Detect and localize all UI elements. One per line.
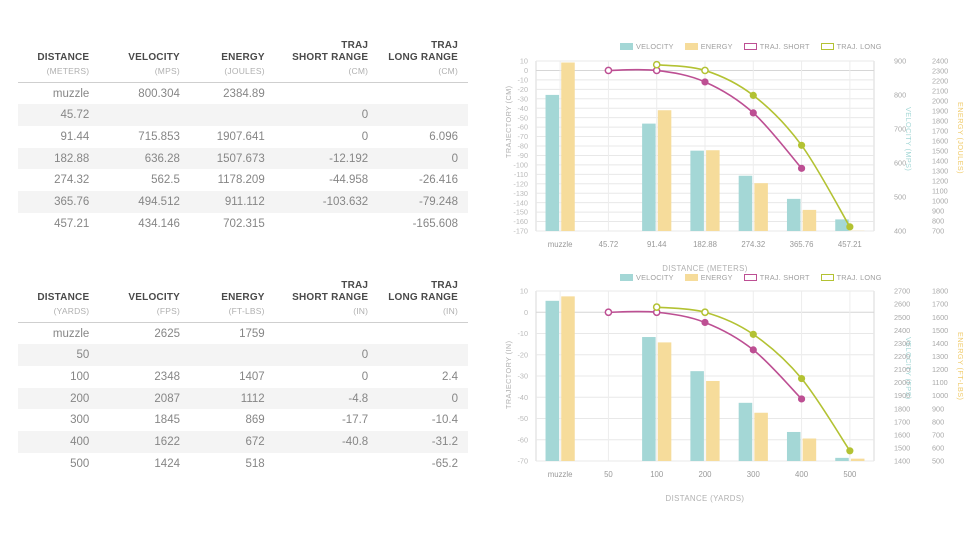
svg-text:1500: 1500	[932, 147, 948, 156]
svg-text:700: 700	[932, 430, 944, 439]
svg-text:1600: 1600	[932, 313, 948, 322]
svg-text:900: 900	[894, 57, 906, 66]
svg-text:1200: 1200	[932, 365, 948, 374]
svg-text:182.88: 182.88	[693, 240, 717, 249]
svg-text:-20: -20	[517, 85, 528, 94]
svg-text:45.72: 45.72	[599, 240, 619, 249]
svg-text:-150: -150	[513, 208, 528, 217]
svg-text:500: 500	[843, 470, 857, 479]
svg-text:-110: -110	[514, 170, 528, 179]
svg-text:-50: -50	[517, 414, 528, 423]
svg-text:2000: 2000	[894, 378, 910, 387]
svg-text:1700: 1700	[894, 417, 910, 426]
svg-text:700: 700	[932, 227, 944, 236]
svg-text:2200: 2200	[894, 352, 910, 361]
svg-text:600: 600	[932, 444, 944, 453]
svg-text:2500: 2500	[894, 313, 910, 322]
svg-text:800: 800	[894, 91, 906, 100]
svg-text:-40: -40	[517, 393, 528, 402]
svg-text:2400: 2400	[932, 57, 948, 66]
svg-text:2300: 2300	[894, 339, 910, 348]
svg-text:1100: 1100	[932, 187, 948, 196]
svg-text:10: 10	[520, 287, 528, 296]
svg-text:2200: 2200	[932, 77, 948, 86]
svg-text:-80: -80	[517, 142, 528, 151]
svg-text:1800: 1800	[932, 287, 948, 296]
svg-text:-160: -160	[513, 217, 528, 226]
svg-text:-10: -10	[517, 329, 528, 338]
svg-text:-70: -70	[517, 457, 528, 466]
svg-text:1000: 1000	[932, 391, 948, 400]
svg-text:2000: 2000	[932, 97, 948, 106]
svg-text:1900: 1900	[932, 107, 948, 116]
svg-text:1400: 1400	[932, 339, 948, 348]
svg-text:muzzle: muzzle	[548, 240, 573, 249]
svg-text:1300: 1300	[932, 352, 948, 361]
svg-text:0: 0	[524, 66, 528, 75]
svg-text:1500: 1500	[932, 326, 948, 335]
svg-text:1400: 1400	[894, 457, 910, 466]
svg-text:-90: -90	[517, 151, 528, 160]
svg-text:-50: -50	[517, 113, 528, 122]
svg-text:1800: 1800	[932, 117, 948, 126]
svg-text:400: 400	[894, 227, 906, 236]
svg-text:1200: 1200	[932, 177, 948, 186]
svg-text:91.44: 91.44	[647, 240, 667, 249]
svg-text:700: 700	[894, 125, 906, 134]
svg-text:-30: -30	[517, 372, 528, 381]
svg-text:1100: 1100	[932, 378, 948, 387]
svg-text:900: 900	[932, 404, 944, 413]
svg-text:457.21: 457.21	[838, 240, 862, 249]
svg-text:2300: 2300	[932, 67, 948, 76]
svg-text:2100: 2100	[894, 365, 910, 374]
svg-text:-40: -40	[517, 104, 528, 113]
svg-text:1000: 1000	[932, 197, 948, 206]
svg-text:-20: -20	[517, 350, 528, 359]
svg-text:-120: -120	[513, 179, 528, 188]
svg-text:1700: 1700	[932, 127, 948, 136]
svg-text:-60: -60	[517, 435, 528, 444]
svg-text:500: 500	[894, 193, 906, 202]
svg-text:365.76: 365.76	[790, 240, 814, 249]
svg-text:500: 500	[932, 457, 944, 466]
svg-text:2400: 2400	[894, 326, 910, 335]
svg-text:-140: -140	[513, 198, 528, 207]
svg-text:1800: 1800	[894, 404, 910, 413]
svg-text:-30: -30	[517, 94, 528, 103]
svg-text:1700: 1700	[932, 300, 948, 309]
svg-text:0: 0	[524, 308, 528, 317]
svg-text:10: 10	[520, 57, 528, 66]
svg-text:1400: 1400	[932, 157, 948, 166]
svg-text:2700: 2700	[894, 287, 910, 296]
svg-text:1900: 1900	[894, 391, 910, 400]
svg-text:-60: -60	[517, 123, 528, 132]
svg-text:900: 900	[932, 207, 944, 216]
svg-text:2600: 2600	[894, 300, 910, 309]
svg-text:100: 100	[650, 470, 664, 479]
svg-text:50: 50	[604, 470, 613, 479]
svg-text:-10: -10	[517, 75, 528, 84]
svg-text:-70: -70	[517, 132, 528, 141]
svg-text:-100: -100	[513, 160, 528, 169]
svg-text:600: 600	[894, 159, 906, 168]
svg-text:muzzle: muzzle	[548, 470, 573, 479]
svg-text:1600: 1600	[894, 430, 910, 439]
svg-text:300: 300	[747, 470, 761, 479]
svg-text:1500: 1500	[894, 444, 910, 453]
svg-text:200: 200	[698, 470, 712, 479]
svg-text:274.32: 274.32	[741, 240, 765, 249]
svg-text:800: 800	[932, 417, 944, 426]
svg-text:400: 400	[795, 470, 809, 479]
svg-text:-130: -130	[513, 189, 528, 198]
svg-text:1600: 1600	[932, 137, 948, 146]
svg-text:1300: 1300	[932, 167, 948, 176]
svg-text:800: 800	[932, 217, 944, 226]
svg-text:2100: 2100	[932, 87, 948, 96]
svg-text:-170: -170	[513, 227, 528, 236]
